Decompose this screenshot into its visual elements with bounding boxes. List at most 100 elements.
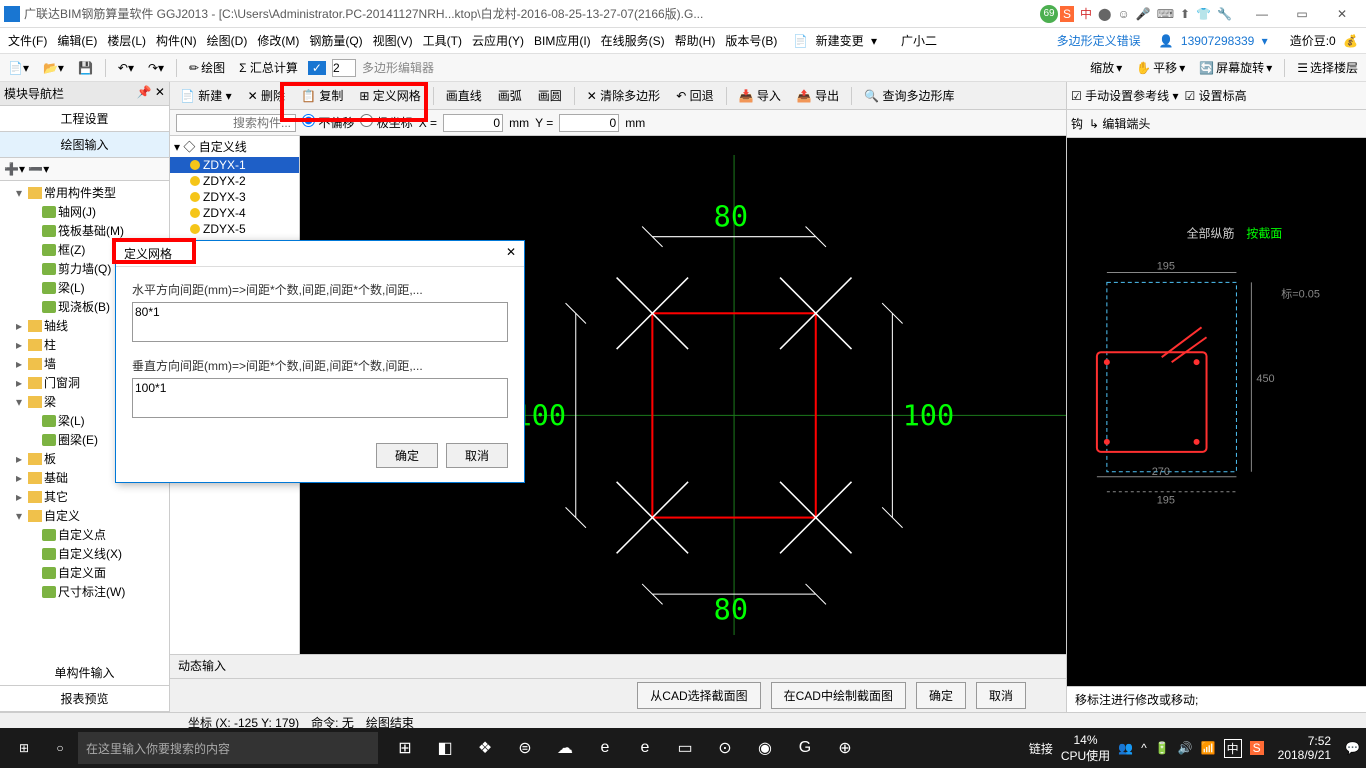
taskbar-app-icon[interactable]: ◉ xyxy=(746,730,784,766)
draw-in-cad-button[interactable]: 在CAD中绘制截面图 xyxy=(771,682,906,709)
taskbar-clock[interactable]: 7:522018/9/21 xyxy=(1272,734,1337,762)
h-spacing-input[interactable]: <span></span> xyxy=(132,302,508,342)
menu-file[interactable]: 文件(F) xyxy=(4,30,51,51)
comp-item[interactable]: ZDYX-4 xyxy=(170,205,299,221)
dialog-cancel-button[interactable]: 取消 xyxy=(446,443,508,468)
menu-modify[interactable]: 修改(M) xyxy=(253,30,303,51)
taskbar-search[interactable]: 在这里输入你要搜索的内容 xyxy=(78,732,378,764)
pin-icon[interactable]: 📌 ✕ xyxy=(137,85,165,102)
menu-help[interactable]: 帮助(H) xyxy=(671,30,720,51)
tray-smile-icon[interactable]: ☺ xyxy=(1117,7,1129,21)
new-change-button[interactable]: 📄 新建变更 ▾ xyxy=(789,30,881,51)
menu-cloud[interactable]: 云应用(Y) xyxy=(468,30,528,51)
start-button[interactable]: ⊞ xyxy=(6,730,42,766)
taskbar-app-icon[interactable]: e xyxy=(586,730,624,766)
x-input[interactable] xyxy=(443,114,503,132)
minimize-button[interactable]: — xyxy=(1242,0,1282,28)
tab-report[interactable]: 报表预览 xyxy=(0,686,169,712)
menu-tools[interactable]: 工具(T) xyxy=(419,30,466,51)
from-cad-button[interactable]: 从CAD选择截面图 xyxy=(637,682,760,709)
phone-label[interactable]: 👤 13907298339 ▾ xyxy=(1155,32,1272,50)
taskbar-app-icon[interactable]: G xyxy=(786,730,824,766)
set-elevation-button[interactable]: ☑ 设置标高 xyxy=(1184,87,1246,104)
no-offset-radio[interactable]: 不偏移 xyxy=(302,114,354,131)
menu-component[interactable]: 构件(N) xyxy=(152,30,201,51)
menu-bim[interactable]: BIM应用(I) xyxy=(530,30,595,51)
undo-poly-button[interactable]: ↶ 回退 xyxy=(670,85,719,106)
tray-wrench-icon[interactable]: 🔧 xyxy=(1217,7,1232,21)
taskbar-app-icon[interactable]: ⊜ xyxy=(506,730,544,766)
tray-vol-icon[interactable]: 🔊 xyxy=(1178,741,1193,755)
dialog-close-button[interactable]: ✕ xyxy=(506,245,516,262)
define-grid-button[interactable]: ⊞ 定义网格 xyxy=(353,85,426,106)
pan-button[interactable]: ✋ 平移 ▾ xyxy=(1132,57,1189,78)
tray-mic-icon[interactable]: 🎤 xyxy=(1136,7,1151,21)
tray-people-icon[interactable]: 👥 xyxy=(1118,741,1133,755)
tree-item[interactable]: 自定义点 xyxy=(2,525,167,544)
save-button[interactable]: 💾 xyxy=(74,59,97,77)
comp-list-header[interactable]: ▾ ◇ 自定义线 xyxy=(170,136,299,157)
tray-battery-icon[interactable]: 🔋 xyxy=(1155,741,1170,755)
open-file-button[interactable]: 📂▾ xyxy=(39,59,68,77)
menu-draw[interactable]: 绘图(D) xyxy=(203,30,252,51)
menu-floor[interactable]: 楼层(L) xyxy=(103,30,150,51)
query-poly-button[interactable]: 🔍 查询多边形库 xyxy=(858,85,960,106)
circle-button[interactable]: 画圆 xyxy=(532,85,568,106)
rotate-button[interactable]: 🔄 屏幕旋转 ▾ xyxy=(1195,57,1276,78)
y-input[interactable] xyxy=(559,114,619,132)
section-canvas[interactable]: 全部纵筋 按截面 195 450 270 xyxy=(1067,138,1366,686)
polar-radio[interactable]: 极坐标 xyxy=(360,114,412,131)
tab-draw-input[interactable]: 绘图输入 xyxy=(0,132,169,158)
taskbar-app-icon[interactable]: ▭ xyxy=(666,730,704,766)
close-button[interactable]: ✕ xyxy=(1322,0,1362,28)
menu-view[interactable]: 视图(V) xyxy=(369,30,417,51)
copy-button[interactable]: 📋 复制 xyxy=(295,85,349,106)
v-spacing-input[interactable] xyxy=(132,378,508,418)
cpu-widget[interactable]: 14%CPU使用 xyxy=(1061,733,1110,764)
manual-refline-button[interactable]: ☑ 手动设置参考线 ▾ xyxy=(1071,87,1178,104)
arc-button[interactable]: 画弧 xyxy=(492,85,528,106)
export-button[interactable]: 📤 导出 xyxy=(791,85,845,106)
comp-item[interactable]: ZDYX-3 xyxy=(170,189,299,205)
edit-end-button[interactable]: ↳ 编辑端头 xyxy=(1089,115,1150,132)
tree-item[interactable]: 轴网(J) xyxy=(2,202,167,221)
tray-ime-icon[interactable]: 中 xyxy=(1224,739,1242,758)
polygon-error-label[interactable]: 多边形定义错误 xyxy=(1053,30,1145,51)
taskbar-app-icon[interactable]: ⊙ xyxy=(706,730,744,766)
ime-s-icon[interactable]: S xyxy=(1060,6,1074,22)
tray-dot-icon[interactable]: ⬤ xyxy=(1098,7,1111,21)
collapse-icon[interactable]: ➖▾ xyxy=(28,162,49,176)
tray-up-icon[interactable]: ⬆ xyxy=(1180,7,1190,21)
taskbar-app-icon[interactable]: ◧ xyxy=(426,730,464,766)
tree-item[interactable]: 自定义线(X) xyxy=(2,544,167,563)
delete-button[interactable]: ✕ 删除 xyxy=(242,85,291,106)
tree-item[interactable]: 尺寸标注(W) xyxy=(2,582,167,601)
sum-button[interactable]: Σ 汇总计算 xyxy=(235,57,302,78)
tab-project-settings[interactable]: 工程设置 xyxy=(0,106,169,132)
dialog-ok-button[interactable]: 确定 xyxy=(376,443,438,468)
comp-item[interactable]: ZDYX-2 xyxy=(170,173,299,189)
notification-badge[interactable]: 69 xyxy=(1040,5,1058,23)
comp-item[interactable]: ZDYX-1 xyxy=(170,157,299,173)
ime-cn-icon[interactable]: 中 xyxy=(1080,5,1092,22)
tray-net-icon[interactable]: 📶 xyxy=(1201,741,1216,755)
tray-shirt-icon[interactable]: 👕 xyxy=(1196,7,1211,21)
search-input[interactable] xyxy=(176,114,296,132)
new-file-button[interactable]: 📄▾ xyxy=(4,59,33,77)
dynamic-input[interactable]: 动态输入 xyxy=(170,654,1066,678)
maximize-button[interactable]: ▭ xyxy=(1282,0,1322,28)
check-button[interactable]: ✓ xyxy=(308,61,326,75)
expand-icon[interactable]: ➕▾ xyxy=(4,162,25,176)
tray-sogou-icon[interactable]: S xyxy=(1250,741,1264,755)
taskbar-app-icon[interactable]: ⊞ xyxy=(386,730,424,766)
menu-version[interactable]: 版本号(B) xyxy=(721,30,781,51)
tree-item[interactable]: 筏板基础(M) xyxy=(2,221,167,240)
new-button[interactable]: 📄 新建 ▾ xyxy=(174,85,238,106)
link-label[interactable]: 链接 xyxy=(1029,740,1053,757)
ok-button[interactable]: 确定 xyxy=(916,682,966,709)
scale-button[interactable]: 缩放 ▾ xyxy=(1086,57,1126,78)
hook-button[interactable]: 钩 xyxy=(1071,115,1083,132)
line-button[interactable]: 画直线 xyxy=(440,85,488,106)
tray-kb-icon[interactable]: ⌨ xyxy=(1157,7,1174,21)
import-button[interactable]: 📥 导入 xyxy=(733,85,787,106)
